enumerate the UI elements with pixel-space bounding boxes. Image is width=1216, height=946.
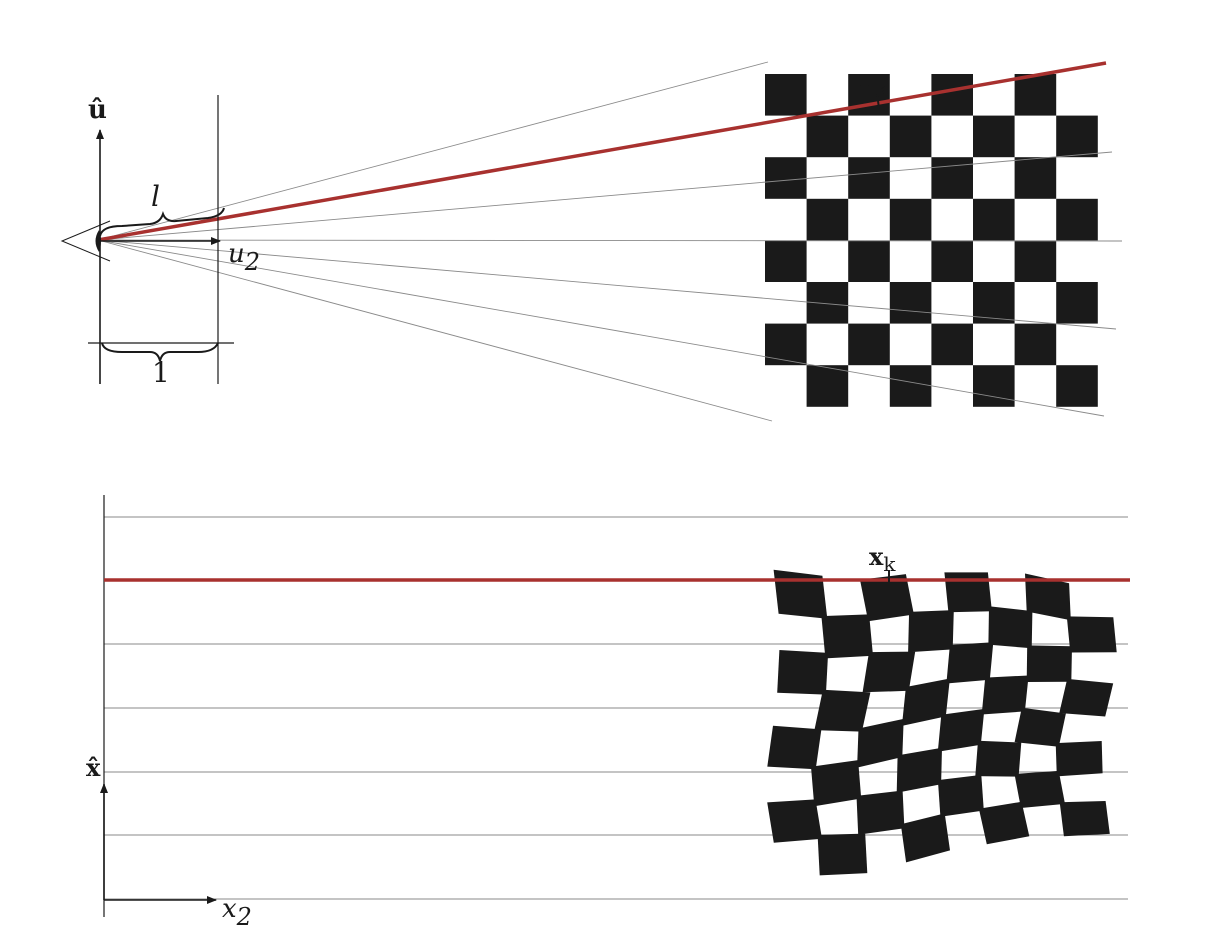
bottom-vertical-axis-label: x̂ (86, 753, 101, 782)
checker-square (1014, 323, 1057, 366)
checker-square (765, 323, 807, 366)
warped-checker-square (1055, 741, 1103, 777)
checker-square (931, 74, 973, 116)
bottom-horizontal-axis-subscript: 2 (236, 903, 252, 931)
checker-square (1014, 157, 1057, 199)
projection-ray (97, 239, 1105, 417)
warped-checker-square (821, 614, 873, 659)
checker-square (931, 240, 973, 282)
warped-checker-square (937, 708, 985, 752)
warped-checker-square (901, 678, 950, 726)
warped-checker-square (1059, 801, 1110, 837)
warped-checker-square (978, 801, 1030, 845)
checker-square (931, 157, 973, 199)
top-vertical-axis-label: û (88, 95, 107, 125)
top-horizontal-axis-symbol: u (228, 239, 245, 269)
warped-checker-square (1025, 573, 1071, 621)
warped-checker-square (975, 740, 1022, 777)
warped-checker-square (811, 760, 862, 807)
checker-square (848, 157, 890, 199)
checker-square (848, 240, 890, 282)
warped-checker-square (981, 675, 1029, 715)
warped-checker-square (856, 790, 905, 835)
checker-square (889, 115, 932, 158)
top-panel: û l u2 1 uk (60, 61, 1123, 422)
checker-square (973, 198, 1015, 241)
checker-square (973, 115, 1015, 158)
bottom-checkerboard (767, 569, 1117, 876)
warped-checker-square (777, 650, 829, 695)
projection-ray (97, 61, 769, 241)
checker-square (889, 282, 932, 324)
warped-checker-square (1014, 707, 1066, 747)
warped-checker-square (773, 569, 828, 619)
checker-square (1056, 282, 1098, 324)
checker-square (806, 115, 849, 158)
checker-square (1014, 240, 1057, 282)
checker-square (931, 323, 973, 366)
checker-square (1056, 365, 1098, 407)
warped-checker-square (1026, 645, 1072, 682)
focal-length-brace (99, 207, 225, 237)
top-checkerboard (765, 74, 1098, 407)
bottom-point-symbol: x (869, 542, 884, 571)
bottom-horizontal-axis-label: x2 (222, 894, 252, 931)
top-point-label: uk (858, 66, 888, 100)
warped-checker-square (862, 651, 916, 693)
checker-square (889, 198, 932, 241)
projection-ray (97, 151, 1113, 241)
checker-square (765, 157, 807, 199)
top-horizontal-axis-label: u2 (228, 239, 260, 276)
warped-checker-square (1014, 770, 1065, 808)
warped-checker-square (1059, 678, 1114, 717)
bottom-horizontal-axis-symbol: x (222, 894, 237, 924)
top-projection-rays (97, 61, 1123, 422)
checker-square (848, 323, 890, 366)
checker-square (889, 365, 932, 407)
bottom-reference-lines (104, 516, 1128, 900)
bottom-point-subscript: k (883, 552, 896, 576)
warped-checker-square (857, 718, 904, 768)
unit-distance-label: 1 (152, 356, 170, 389)
warped-checker-square (817, 833, 868, 876)
warped-checker-square (988, 606, 1033, 649)
warped-checker-square (1066, 616, 1117, 653)
warped-checker-square (767, 725, 822, 770)
warped-checker-square (944, 572, 992, 613)
checker-square (1056, 198, 1098, 241)
bottom-point-label: xk (869, 542, 896, 576)
focal-length-label: l (151, 180, 160, 213)
top-point-symbol: u (858, 66, 875, 95)
warped-checker-square (896, 747, 942, 793)
projection-ray (97, 239, 773, 422)
unit-distance-brace (101, 342, 219, 362)
projection-ray (97, 239, 1123, 242)
top-horizontal-axis-subscript: 2 (244, 248, 260, 276)
checker-square (765, 240, 807, 282)
warped-checker-square (946, 642, 994, 684)
checker-square (1014, 74, 1057, 116)
checker-square (765, 74, 807, 116)
warped-checker-square (767, 799, 822, 843)
warped-checker-square (860, 574, 914, 622)
top-point-subscript: k (875, 76, 888, 100)
top-highlight-ray (97, 61, 1107, 242)
projection-ray (97, 239, 1117, 330)
checker-square (1056, 115, 1098, 158)
bottom-panel: x̂ x2 xk (86, 495, 1130, 931)
warped-checker-square (814, 689, 871, 732)
warped-checker-square (908, 610, 954, 653)
checker-square (806, 198, 849, 241)
warped-checker-square (900, 813, 950, 863)
checker-square (973, 365, 1015, 407)
warped-checker-square (937, 774, 984, 817)
checker-square (806, 365, 849, 407)
top-point-marker (876, 91, 880, 110)
